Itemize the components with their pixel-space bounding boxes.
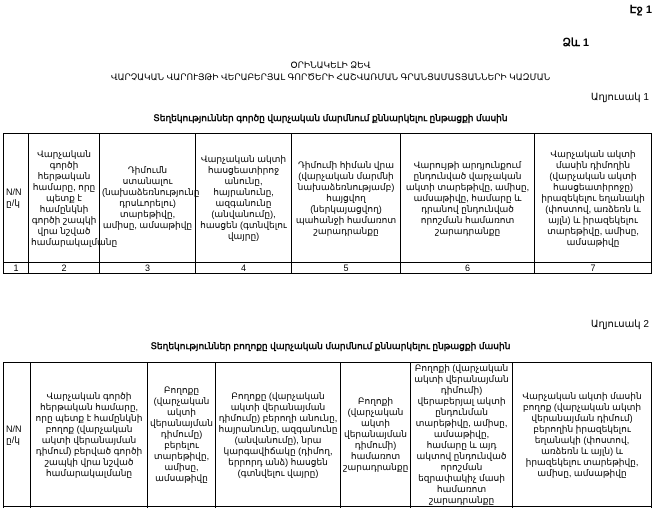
table2-header-cell: Վարչական ակտի մասին բողոք (վարչական ակտի… (512, 362, 652, 507)
table1-caption: Տեղեկություններ գործը վարչական մարմնում … (153, 113, 508, 123)
table1-header-cell: Դիմումն ստանալու (նախաձեռնությունը դրսևո… (99, 133, 200, 263)
page-label: Էջ 1 (629, 4, 652, 16)
table2-label: Աղյուսակ 2 (590, 319, 649, 330)
table1-number-row: 1 2 3 4 5 6 7 (3, 262, 652, 274)
table-2: N/N ը/կ Վարչական գործի հերթական համարը, … (3, 362, 652, 508)
table-1: N/N ը/կ Վարչական գործի հերթական համարը, … (3, 133, 652, 274)
table2-caption: Տեղեկություններ բողոքը վարչական մարմնում… (150, 341, 511, 351)
title-line-1: ՕՐԻՆԱԿԵԼԻ ՁԵՎ (290, 60, 371, 70)
table2-header-cell: Վարչական գործի հերթական համարը, որը պետք… (30, 362, 148, 507)
table2-header-cell: Բողոքը (վարչական ակտի վերանայման դիմումը… (215, 362, 341, 507)
column-number: 3 (99, 262, 196, 274)
form-label: Ձև 1 (562, 37, 589, 49)
table2-header-cell: N/N ը/կ (3, 362, 31, 507)
column-number: 4 (195, 262, 292, 274)
table1-header-row: N/N ը/կ Վարչական գործի հերթական համարը, … (3, 133, 652, 263)
table1-header-cell: Վարչական ակտի հասցեատիրոջ անունը, հայրան… (195, 133, 292, 263)
table1-header-cell: Դիմումի հիման վրա (վարչական մարմնի նախաձ… (291, 133, 401, 263)
column-number: 5 (291, 262, 401, 274)
table2-header-cell: Բողոքը (վարչական ակտի վերանայման դիմումը… (147, 362, 216, 507)
table1-label: Աղյուսակ 1 (590, 92, 649, 103)
table1-header-cell: Վարույթի արդյունքում ընդունված վարչական … (400, 133, 535, 263)
table2-header-row: N/N ը/կ Վարչական գործի հերթական համարը, … (3, 362, 652, 507)
table1-header-cell: Վարչական ակտի մասին դիմողին (վարչական ակ… (534, 133, 652, 263)
table1-header-cell: N/N ը/կ (3, 133, 29, 263)
column-number: 7 (534, 262, 652, 274)
table2-header-cell: Բողոքի (վարչական ակտի վերանայման դիմումի… (340, 362, 411, 507)
table1-header-cell: Վարչական գործի հերթական համարը, որը պետք… (28, 133, 117, 263)
column-number: 2 (28, 262, 100, 274)
title-line-2: ՎԱՐՉԱԿԱՆ ՎԱՐՈՒՅԹԻ ՎԵՐԱԲԵՐՅԱԼ ԳՈՐԾԵՐԻ ՀԱՇ… (110, 72, 551, 82)
column-number: 1 (3, 262, 29, 274)
column-number: 6 (400, 262, 535, 274)
table2-header-cell: Բողոքի (վարչական ակտի վերանայման դիմումի… (410, 362, 513, 507)
